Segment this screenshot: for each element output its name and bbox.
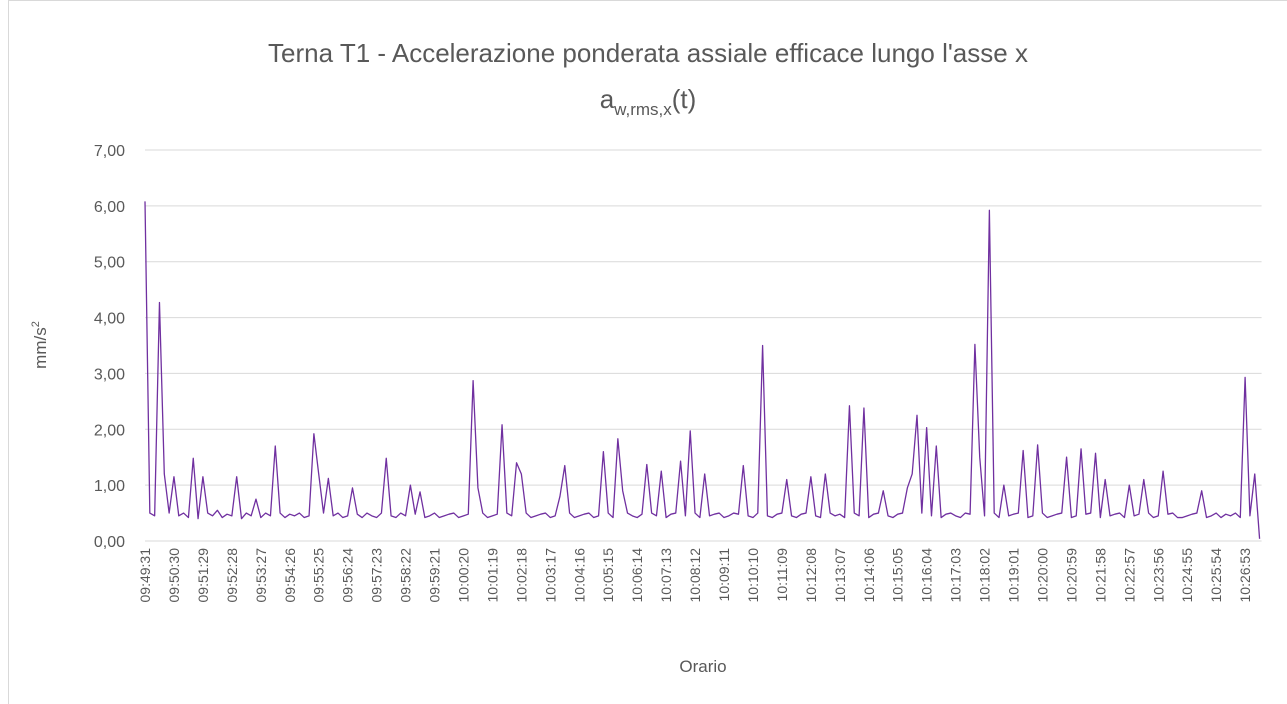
- x-tick-label: 10:09:11: [716, 548, 732, 602]
- x-tick-label: 09:56:24: [340, 548, 356, 603]
- y-tick-label: 4,00: [94, 311, 125, 328]
- y-tick-label: 3,00: [94, 366, 125, 383]
- subtitle-suffix: (t): [672, 84, 697, 114]
- x-axis-label: Orario: [679, 657, 726, 676]
- y-tick-label: 6,00: [94, 199, 125, 216]
- x-tick-label: 09:49:31: [137, 548, 153, 603]
- x-tick-label: 10:12:08: [803, 548, 819, 603]
- y-tick-label: 5,00: [94, 255, 125, 272]
- x-tick-label: 10:25:54: [1208, 548, 1224, 603]
- y-tick-label: 0,00: [94, 534, 125, 551]
- x-tick-label: 10:20:59: [1063, 548, 1079, 603]
- x-tick-label: 09:50:30: [166, 548, 182, 603]
- x-tick-label: 10:07:13: [658, 548, 674, 603]
- x-tick-label: 10:14:06: [861, 548, 877, 603]
- x-tick-label: 09:53:27: [253, 548, 269, 603]
- x-tick-label: 10:16:04: [919, 548, 935, 603]
- chart-border: [8, 0, 1287, 704]
- x-tick-label: 10:02:18: [513, 548, 529, 603]
- x-tick-label: 10:19:01: [1006, 548, 1022, 603]
- x-tick-label: 10:11:09: [774, 548, 790, 602]
- x-tick-label: 10:13:07: [832, 548, 848, 603]
- y-tick-label: 7,00: [94, 143, 125, 160]
- x-tick-label: 10:24:55: [1179, 548, 1195, 603]
- x-tick-label: 10:10:10: [745, 548, 761, 603]
- x-tick-label: 10:20:00: [1034, 548, 1050, 603]
- subtitle-base: a: [600, 84, 615, 114]
- x-tick-label: 10:00:20: [455, 548, 471, 603]
- x-tick-label: 10:23:56: [1150, 548, 1166, 603]
- y-axis-label: mm/s2: [30, 321, 50, 369]
- x-tick-label: 10:17:03: [948, 548, 964, 603]
- x-tick-label: 09:54:26: [282, 548, 298, 603]
- x-tick-label: 09:57:23: [369, 548, 385, 603]
- x-tick-label: 09:52:28: [224, 548, 240, 603]
- x-tick-label: 10:08:12: [687, 548, 703, 603]
- data-line: [144, 201, 1261, 539]
- x-tick-label: 10:01:19: [484, 548, 500, 603]
- x-tick-label: 09:51:29: [195, 548, 211, 603]
- x-tick-label: 10:04:16: [571, 548, 587, 603]
- y-tick-label: 1,00: [94, 478, 125, 495]
- x-tick-label: 10:18:02: [977, 548, 993, 603]
- x-tick-label: 09:58:22: [398, 548, 414, 603]
- subtitle-subscript: w,rms,x: [613, 100, 672, 119]
- x-tick-label: 10:03:17: [542, 548, 558, 603]
- x-tick-label: 10:06:14: [629, 548, 645, 603]
- y-label-base: mm/s: [31, 327, 50, 369]
- x-tick-label: 10:22:57: [1121, 548, 1137, 603]
- x-tick-label: 10:26:53: [1237, 548, 1253, 603]
- chart-subtitle: aw,rms,x(t): [600, 84, 697, 119]
- x-tick-label: 10:05:15: [600, 548, 616, 603]
- x-tick-label: 10:15:05: [890, 548, 906, 603]
- x-tick-label: 09:59:21: [427, 548, 443, 603]
- x-tick-label: 10:21:58: [1092, 548, 1108, 603]
- y-tick-label: 2,00: [94, 422, 125, 439]
- chart-title: Terna T1 - Accelerazione ponderata assia…: [268, 38, 1028, 68]
- x-tick-label: 09:55:25: [311, 548, 327, 603]
- y-label-superscript: 2: [30, 321, 42, 327]
